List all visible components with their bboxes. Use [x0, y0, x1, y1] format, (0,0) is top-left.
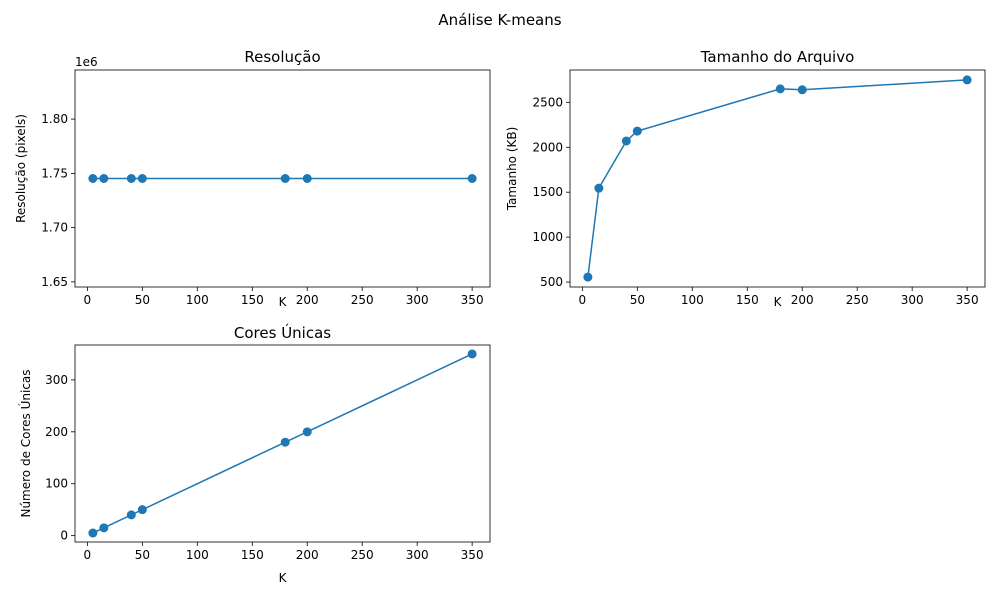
- y-tick-label: 1.70: [41, 221, 68, 235]
- series-line: [587, 79, 968, 278]
- y-axis-label: Tamanho (KB): [505, 127, 519, 212]
- data-point: [962, 75, 972, 85]
- data-point: [797, 85, 807, 95]
- y-tick-label: 1.65: [41, 275, 68, 289]
- x-tick-label: 150: [241, 548, 264, 562]
- y-tick-label: 200: [45, 425, 68, 439]
- y-tick-label: 100: [45, 477, 68, 491]
- data-point: [137, 505, 147, 515]
- x-tick-label: 200: [296, 548, 319, 562]
- data-point: [583, 272, 593, 282]
- x-tick-label: 300: [406, 548, 429, 562]
- x-tick-label: 100: [186, 548, 209, 562]
- x-tick-label: 200: [296, 293, 319, 307]
- axes-frame: [74, 69, 491, 288]
- subplot-cores-unicas: Cores Únicas K Número de Cores Únicas 0 5…: [18, 323, 491, 585]
- x-axis-label: K: [279, 571, 288, 585]
- data-point: [594, 183, 604, 193]
- x-tick-label: 250: [846, 293, 869, 307]
- x-axis-label: K: [774, 295, 783, 309]
- x-tick-label: 350: [461, 548, 484, 562]
- x-tick-label: 100: [681, 293, 704, 307]
- data-point: [126, 510, 136, 520]
- x-tick-label: 350: [461, 293, 484, 307]
- data-point: [632, 126, 642, 136]
- x-tick-label: 0: [84, 293, 92, 307]
- data-point: [467, 349, 477, 359]
- data-point: [280, 174, 290, 183]
- x-tick-label: 100: [186, 293, 209, 307]
- x-tick-label: 200: [791, 293, 814, 307]
- y-offset-text: 1e6: [75, 55, 98, 69]
- x-tick-label: 0: [84, 548, 92, 562]
- x-tick-label: 350: [956, 293, 979, 307]
- data-point: [621, 136, 631, 146]
- data-point: [99, 174, 109, 183]
- x-tick-label: 150: [736, 293, 759, 307]
- subplot-tamanho-arquivo: Tamanho do Arquivo K Tamanho (KB) 0 50 100…: [505, 48, 986, 309]
- axes-frame: [569, 69, 986, 288]
- x-tick-label: 150: [241, 293, 264, 307]
- subplot-title: Cores Únicas: [234, 323, 331, 342]
- y-axis-label: Número de Cores Únicas: [18, 369, 33, 517]
- x-tick-label: 300: [406, 293, 429, 307]
- x-tick-label: 250: [351, 548, 374, 562]
- data-point: [467, 174, 477, 183]
- data-point: [88, 174, 98, 183]
- data-point: [280, 437, 290, 447]
- x-tick-label: 50: [135, 548, 150, 562]
- x-axis-label: K: [279, 295, 288, 309]
- data-point: [302, 174, 312, 183]
- data-point: [126, 174, 136, 183]
- x-tick-label: 0: [579, 293, 587, 307]
- y-tick-label: 2000: [532, 140, 563, 154]
- y-tick-label: 1500: [532, 185, 563, 199]
- figure-suptitle: Análise K-means: [438, 11, 561, 29]
- x-tick-label: 50: [135, 293, 150, 307]
- data-point: [775, 84, 785, 94]
- data-point: [302, 427, 312, 437]
- y-tick-label: 0: [60, 529, 68, 543]
- y-tick-label: 2500: [532, 95, 563, 109]
- data-point: [88, 528, 98, 538]
- x-tick-label: 50: [630, 293, 645, 307]
- data-point: [99, 523, 109, 533]
- y-axis-label: Resolução (pixels): [14, 114, 28, 223]
- subplot-title: Resolução: [244, 48, 320, 66]
- x-tick-label: 300: [901, 293, 924, 307]
- y-tick-label: 300: [45, 373, 68, 387]
- subplot-title: Tamanho do Arquivo: [700, 48, 855, 66]
- y-tick-label: 1.75: [41, 166, 68, 180]
- y-tick-label: 1000: [532, 230, 563, 244]
- data-point: [137, 174, 147, 183]
- x-tick-label: 250: [351, 293, 374, 307]
- axes-frame: [74, 344, 491, 543]
- y-tick-label: 500: [540, 275, 563, 289]
- subplot-resolucao: Resolução K Resolução (pixels) 1e6 0 50 10…: [14, 48, 491, 309]
- y-tick-label: 1.80: [41, 112, 68, 126]
